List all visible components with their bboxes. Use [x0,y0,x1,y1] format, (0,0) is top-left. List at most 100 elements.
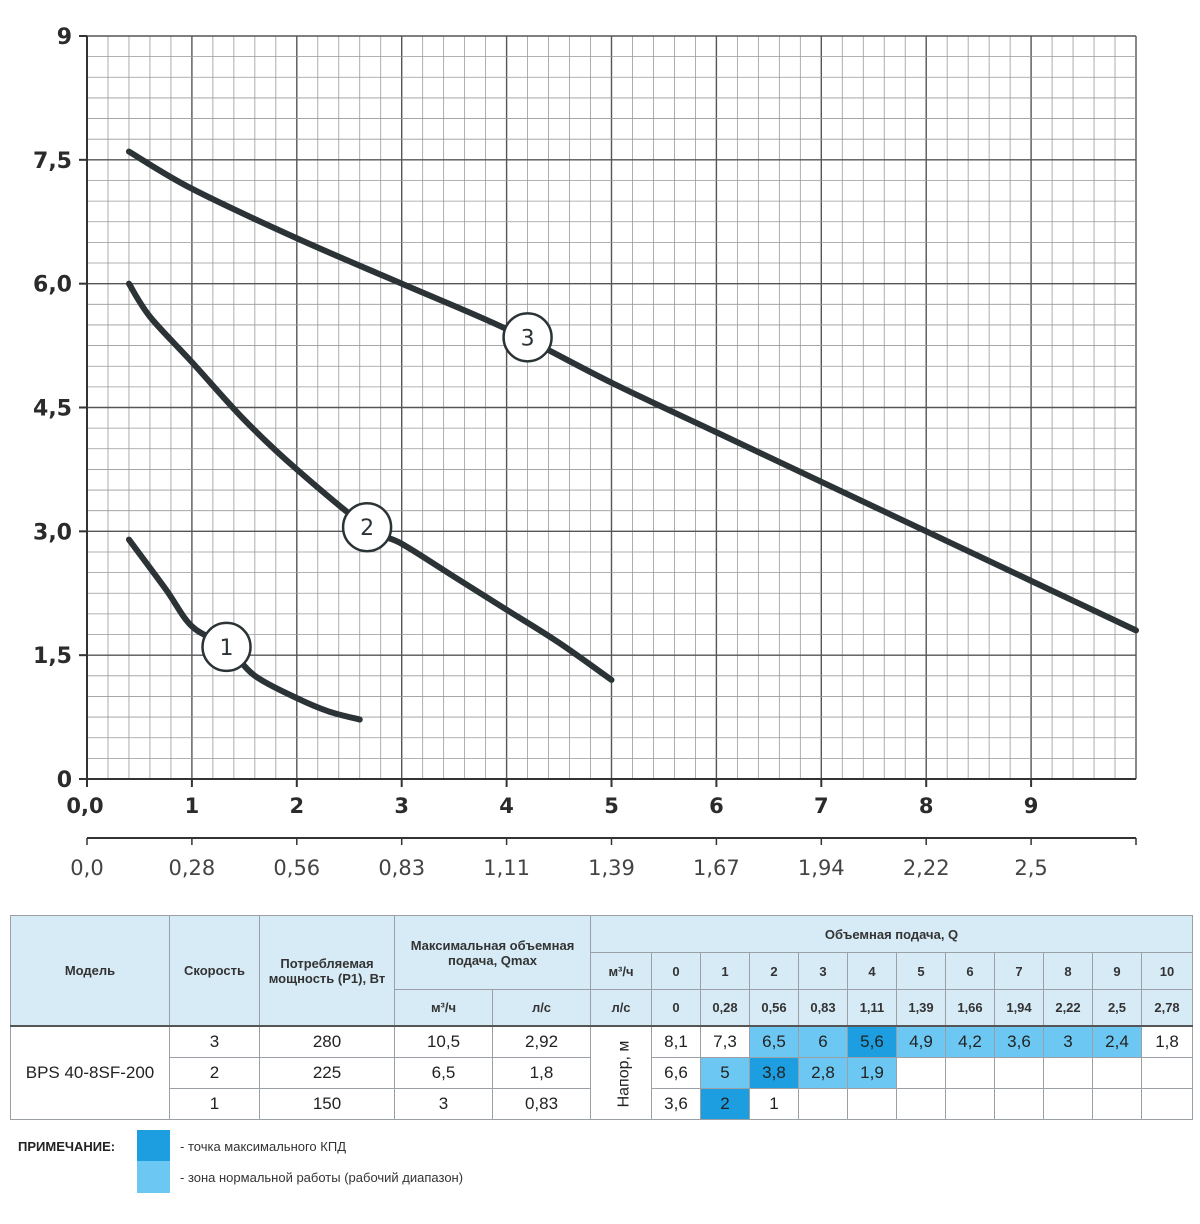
x-tick-label: 4 [499,794,514,818]
y-axis-ticks: 0 1,5 3,0 4,5 6,0 7,5 9 [33,25,72,793]
flow-ls-header: 0,83 [798,989,848,1027]
x2-tick-label: 0,83 [378,856,425,880]
head-value-cell: 3 [1043,1025,1093,1058]
x-tick-label: 0,0 [66,794,103,818]
header-power: Потребляемая мощность (P1), Вт [259,915,395,1027]
legend-text-max-efficiency: - точка максимального КПД [180,1139,346,1154]
head-value-cell: 4,9 [896,1025,946,1058]
curve-marker-label: 2 [360,516,374,541]
head-value-cell: 6,6 [651,1057,701,1089]
power-cell: 225 [259,1057,395,1089]
x2-tick-label: 0,56 [273,856,320,880]
legend-text-normal-zone: - зона нормальной работы (рабочий диапаз… [180,1170,464,1185]
x-tick-label: 6 [709,794,724,818]
flow-m3-header: 9 [1092,952,1142,990]
head-value-cell: 6,5 [749,1025,799,1058]
qmax-m3-cell: 10,5 [394,1025,493,1058]
head-value-cell: 5 [700,1057,750,1089]
head-value-cell: 5,6 [847,1025,897,1058]
x2-tick-label: 0,0 [70,856,103,880]
head-value-cell [1043,1057,1093,1089]
flow-m3-header: 8 [1043,952,1093,990]
curve-marker-3 [502,312,553,363]
head-value-cell [994,1057,1044,1089]
head-value-cell: 3,6 [994,1025,1044,1058]
y-tick-label: 0 [57,768,72,793]
flow-ls-header: 1,66 [945,989,995,1027]
curve-marker-1 [201,621,252,673]
header-qmax: Максимальная объемная подача, Qmax [394,915,591,990]
head-value-cell [1043,1088,1093,1120]
flow-m3-header: 4 [847,952,897,990]
legend-swatch-normal-zone [137,1161,170,1193]
head-value-cell: 3,6 [651,1088,701,1120]
speed-cell: 2 [169,1057,260,1089]
header-unit-ls: л/с [590,989,652,1027]
curve-speed-3 [125,148,1139,634]
flow-m3-header: 10 [1140,952,1194,990]
x2-tick-label: 1,11 [483,856,530,880]
flow-m3-header: 5 [896,952,946,990]
head-value-cell: 7,3 [700,1025,750,1058]
flow-m3-header: 0 [651,952,701,990]
curve-marker-2 [341,501,393,553]
legend-note: ПРИМЕЧАНИЕ: [18,1139,116,1154]
flow-ls-header: 1,94 [994,989,1044,1027]
x2-tick-label: 2,22 [903,856,950,880]
curve-marker-label: 3 [521,326,535,351]
speed-cell: 1 [169,1088,260,1120]
x-axis-ticks-m3h: 0,0 1 2 3 4 5 6 7 8 9 [66,794,1038,818]
x-tick-label: 3 [394,794,409,818]
head-value-cell [896,1088,946,1120]
x-tick-label: 8 [919,794,934,818]
head-value-cell: 1,9 [847,1057,897,1089]
head-value-cell: 2 [700,1088,750,1120]
napor-label-text: Напор, м [615,1040,633,1108]
curve-marker-label: 1 [220,636,234,661]
performance-table: Модель Скорость Потребляемая мощность (P… [10,915,1194,1120]
flow-ls-header: 1,11 [847,989,897,1027]
head-value-cell: 6 [798,1025,848,1058]
head-value-cell: 2,4 [1092,1025,1142,1058]
head-value-cell [945,1088,995,1120]
x2-tick-label: 1,67 [693,856,740,880]
napor-label: Напор, м [590,1025,652,1120]
flow-m3-header: 7 [994,952,1044,990]
flow-ls-header: 0,56 [749,989,799,1027]
head-value-cell [1140,1088,1194,1120]
head-value-cell: 4,2 [945,1025,995,1058]
table-row: 1 150 3 0,83 3,6 2 1 [11,1088,1194,1120]
x-axis-ls: 0,0 0,28 0,56 0,83 1,11 1,39 1,67 1,94 2,22 2,5 [70,837,1137,880]
header-speed: Скорость [169,915,260,1027]
qmax-m3-cell: 6,5 [394,1057,493,1089]
header-model: Модель [10,915,170,1027]
flow-ls-header: 0 [651,989,701,1027]
y-tick-label: 1,5 [33,644,72,669]
head-value-cell [847,1088,897,1120]
head-value-cell: 1 [749,1088,799,1120]
legend: ПРИМЕЧАНИЕ: - точка максимального КПД - … [18,1130,618,1200]
head-value-cell [798,1088,848,1120]
x2-tick-label: 2,5 [1014,856,1047,880]
flow-m3-header: 2 [749,952,799,990]
header-flow: Объемная подача, Q [589,915,1194,953]
y-tick-label: 6,0 [33,273,72,298]
y-tick-label: 9 [57,25,72,50]
chart-axes [79,35,1136,787]
y-tick-label: 7,5 [33,149,72,174]
head-value-cell: 1,8 [1140,1025,1194,1058]
x-tick-label: 9 [1024,794,1039,818]
head-value-cell [994,1088,1044,1120]
x-tick-label: 5 [604,794,619,818]
power-cell: 280 [259,1025,395,1058]
qmax-ls-cell: 2,92 [492,1025,591,1058]
flow-ls-header: 2,22 [1043,989,1093,1027]
speed-cell: 3 [169,1025,260,1058]
flow-m3-header: 1 [700,952,750,990]
qmax-ls-cell: 0,83 [492,1088,591,1120]
flow-m3-header: 6 [945,952,995,990]
head-value-cell [896,1057,946,1089]
y-tick-label: 4,5 [33,397,72,422]
head-value-cell [1092,1088,1142,1120]
x-tick-label: 1 [185,794,200,818]
